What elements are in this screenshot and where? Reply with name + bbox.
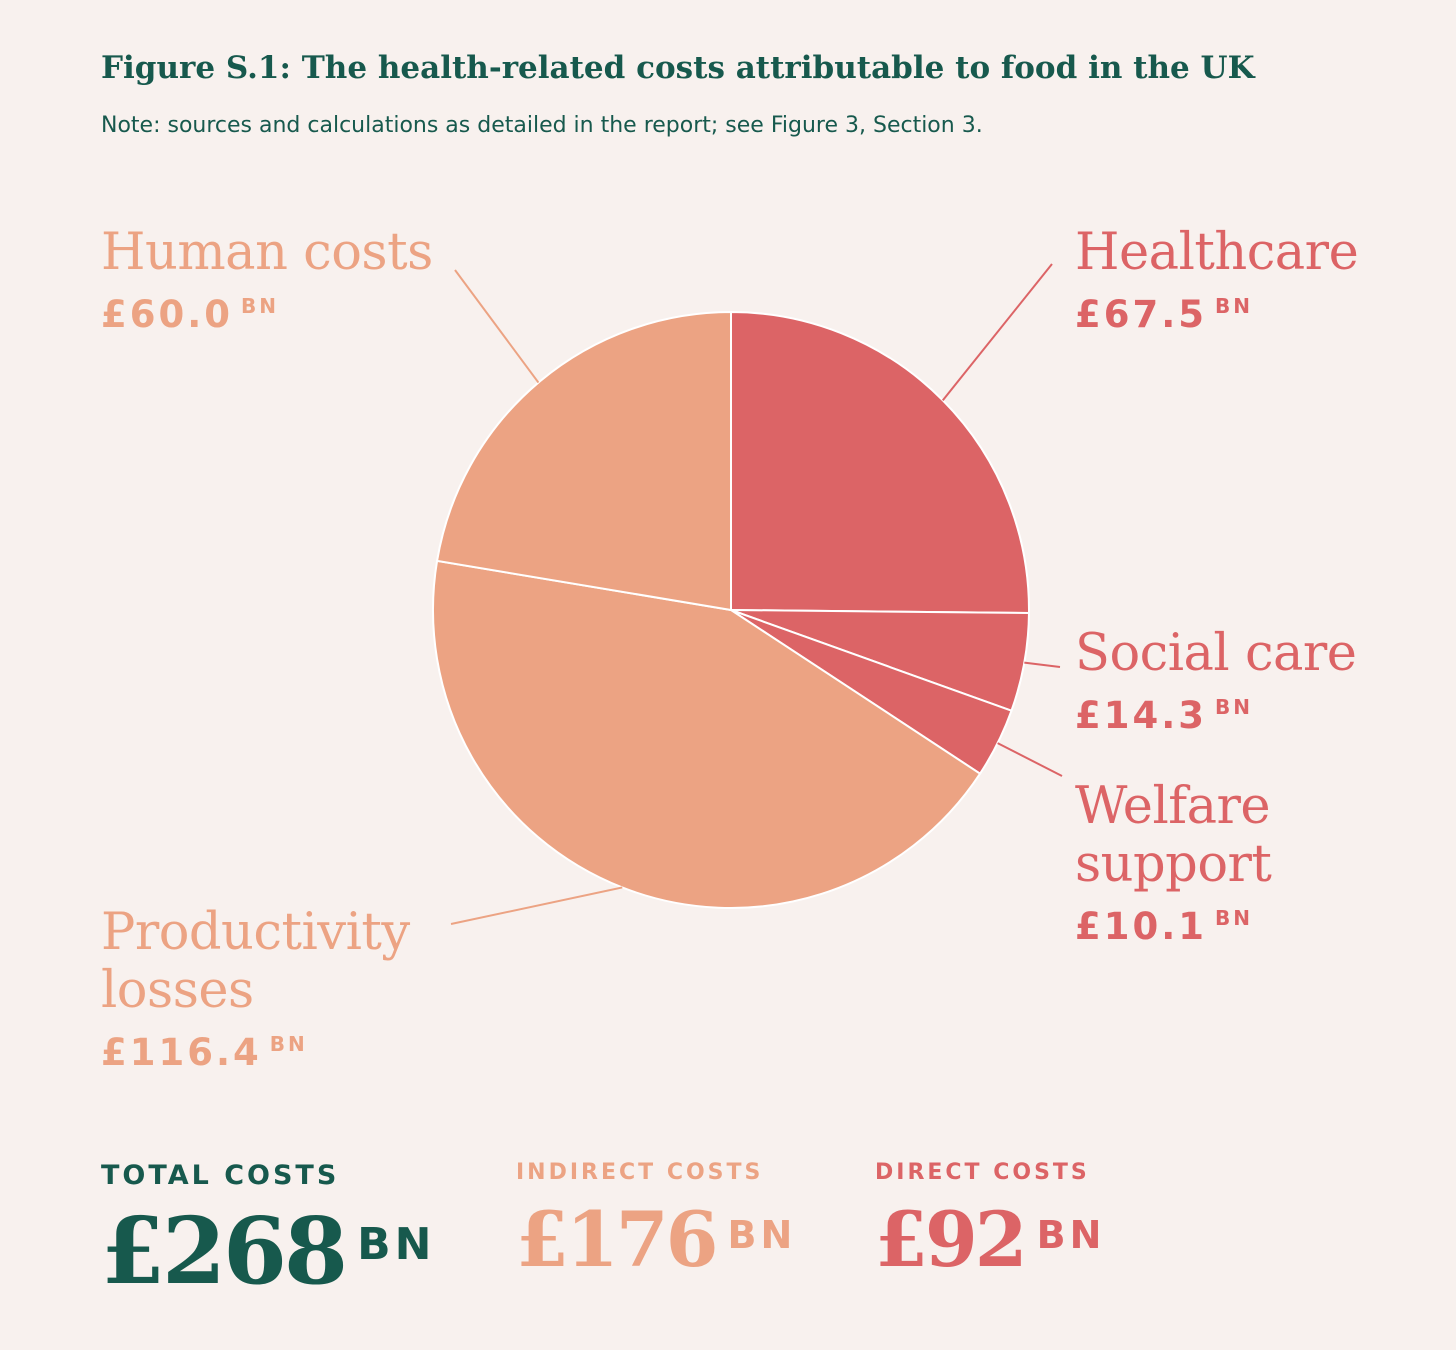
value-text: £10.1	[1075, 905, 1208, 948]
summary-total-amount: £268	[101, 1197, 348, 1305]
leader-line-human-costs	[454, 269, 540, 384]
value-text: £116.4	[101, 1031, 262, 1074]
value-text: £60.0	[101, 293, 234, 336]
label-human-costs-value: £60.0 BN	[101, 282, 433, 339]
pie-slice-productivity-losses	[432, 559, 982, 909]
figure-title: Figure S.1: The health-related costs att…	[101, 50, 1255, 86]
label-welfare-line2: support	[1075, 835, 1272, 894]
leader-line-productivity-losses	[450, 886, 623, 925]
pie-slice-healthcare	[730, 310, 1030, 614]
summary-indirect-label: INDIRECT COSTS	[516, 1160, 764, 1185]
leader-line-social-care	[1024, 661, 1061, 668]
leader-line-welfare-support	[997, 742, 1063, 777]
label-welfare-line1: Welfare	[1075, 777, 1271, 836]
summary-direct: DIRECT COSTS £92 BN	[875, 1160, 1105, 1284]
leader-line-healthcare	[941, 263, 1053, 401]
label-human-costs-name: Human costs	[101, 223, 433, 282]
summary-indirect: INDIRECT COSTS £176 BN	[516, 1160, 796, 1284]
label-welfare-support: Welfare support £10.1 BN	[1075, 777, 1272, 951]
label-welfare-value: £10.1 BN	[1075, 894, 1271, 951]
value-text: £67.5	[1075, 293, 1208, 336]
unit-text: BN	[241, 294, 280, 318]
label-healthcare: Healthcare £67.5 BN	[1075, 223, 1359, 339]
unit-text: BN	[1215, 906, 1254, 930]
summary-direct-label: DIRECT COSTS	[875, 1160, 1090, 1185]
summary-total-unit: BN	[357, 1219, 436, 1270]
summary-indirect-amount: £176	[516, 1195, 719, 1284]
figure-note: Note: sources and calculations as detail…	[101, 113, 983, 138]
unit-text: BN	[1215, 294, 1254, 318]
label-social-care-value: £14.3 BN	[1075, 683, 1356, 740]
label-healthcare-value: £67.5 BN	[1075, 282, 1358, 339]
summary-indirect-unit: BN	[727, 1213, 797, 1257]
label-human-costs: Human costs £60.0 BN	[101, 224, 433, 339]
label-productivity-losses: Productivity losses £116.4 BN	[101, 904, 410, 1077]
label-productivity-line1: Productivity	[101, 903, 410, 962]
label-social-care: Social care £14.3 BN	[1075, 624, 1357, 740]
summary-direct-unit: BN	[1036, 1213, 1106, 1257]
unit-text: BN	[1215, 695, 1254, 719]
label-productivity-line2: losses	[101, 961, 254, 1020]
label-productivity-value: £116.4 BN	[101, 1020, 410, 1077]
value-text: £14.3	[1075, 694, 1208, 737]
summary-total-label: TOTAL COSTS	[101, 1160, 340, 1191]
unit-text: BN	[269, 1032, 308, 1056]
label-healthcare-name: Healthcare	[1075, 223, 1359, 282]
summary-direct-amount: £92	[875, 1195, 1028, 1284]
pie-slice-human-costs	[435, 310, 732, 612]
label-social-care-name: Social care	[1075, 624, 1357, 683]
summary-total: TOTAL COSTS £268 BN	[101, 1160, 435, 1305]
